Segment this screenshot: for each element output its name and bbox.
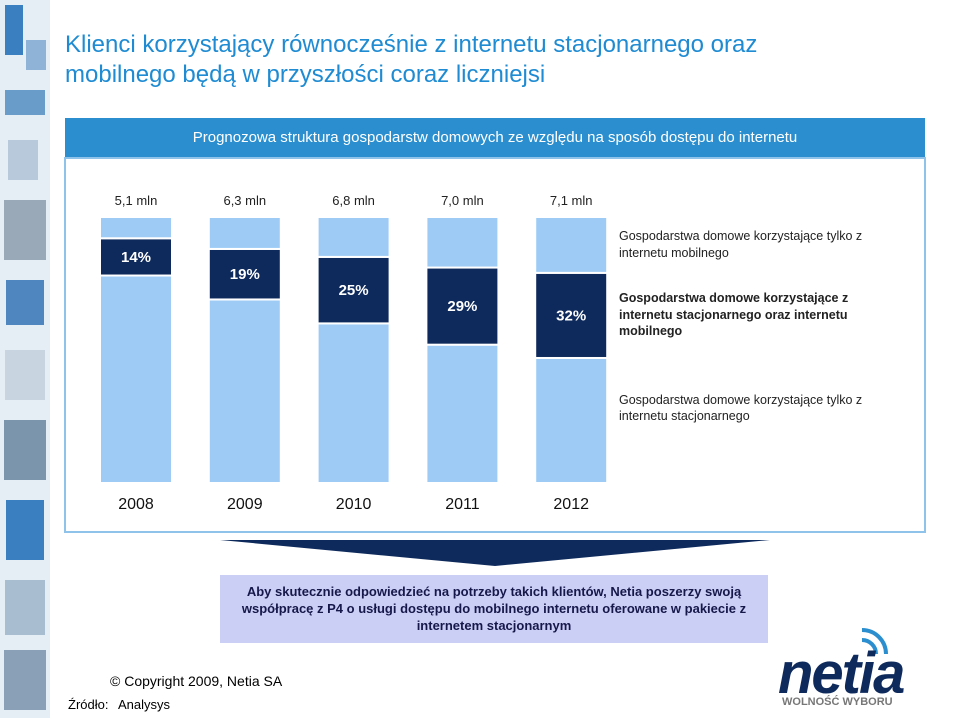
bar-segment — [207, 216, 282, 250]
total-label: 5,1 mln — [115, 193, 158, 208]
total-label: 7,1 mln — [550, 193, 593, 208]
data-label: 32% — [556, 307, 586, 324]
bar-segment — [207, 247, 282, 301]
arrow — [220, 540, 770, 566]
x-tick-label: 2011 — [445, 496, 480, 513]
legend-entry: Gospodarstwa domowe korzystające z inter… — [619, 291, 849, 339]
bar-segment — [99, 274, 173, 484]
bar-segment — [425, 216, 500, 269]
total-label: 6,8 mln — [332, 193, 375, 208]
bar-segment — [99, 237, 173, 277]
bar-segment — [316, 255, 391, 325]
bar-segment — [207, 298, 282, 484]
data-label: 29% — [447, 298, 477, 315]
source-label: Źródło: — [68, 697, 109, 712]
legend-entry: Gospodarstwa domowe korzystające tylko z… — [619, 229, 863, 260]
total-label: 7,0 mln — [441, 193, 484, 208]
logo-mark — [861, 628, 888, 655]
chart-frame — [64, 157, 926, 533]
data-label: 14% — [121, 249, 151, 266]
x-tick-label: 2009 — [227, 496, 263, 513]
note-box — [220, 575, 768, 643]
bar-segment — [99, 216, 173, 240]
bar-segment — [425, 343, 500, 484]
total-label: 6,3 mln — [223, 193, 266, 208]
bar-segment — [316, 216, 391, 258]
logo-name: netia — [778, 641, 905, 706]
x-tick-label: 2008 — [118, 496, 154, 513]
side-strip — [0, 0, 50, 718]
slide-title: Klienci korzystający równocześnie z inte… — [65, 31, 758, 88]
legend-entry: Gospodarstwa domowe korzystające tylko z… — [619, 392, 863, 424]
data-label: 19% — [230, 266, 260, 283]
logo-tagline: WOLNOŚĆ WYBORU — [782, 696, 893, 708]
chart-title: Prognozowa struktura gospodarstw domowyc… — [192, 129, 798, 146]
header-bar — [65, 118, 925, 158]
data-label: 25% — [339, 282, 369, 299]
bar-segment — [534, 356, 609, 485]
copyright: © Copyright 2009, Netia SA — [110, 673, 283, 689]
bar-segment — [534, 216, 609, 274]
note-text: Aby skutecznie odpowiedzieć na potrzeby … — [241, 584, 747, 633]
source: Analysys — [118, 697, 171, 712]
x-tick-label: 2010 — [336, 496, 372, 513]
x-tick-label: 2012 — [553, 496, 589, 513]
bar-segment — [316, 322, 391, 484]
